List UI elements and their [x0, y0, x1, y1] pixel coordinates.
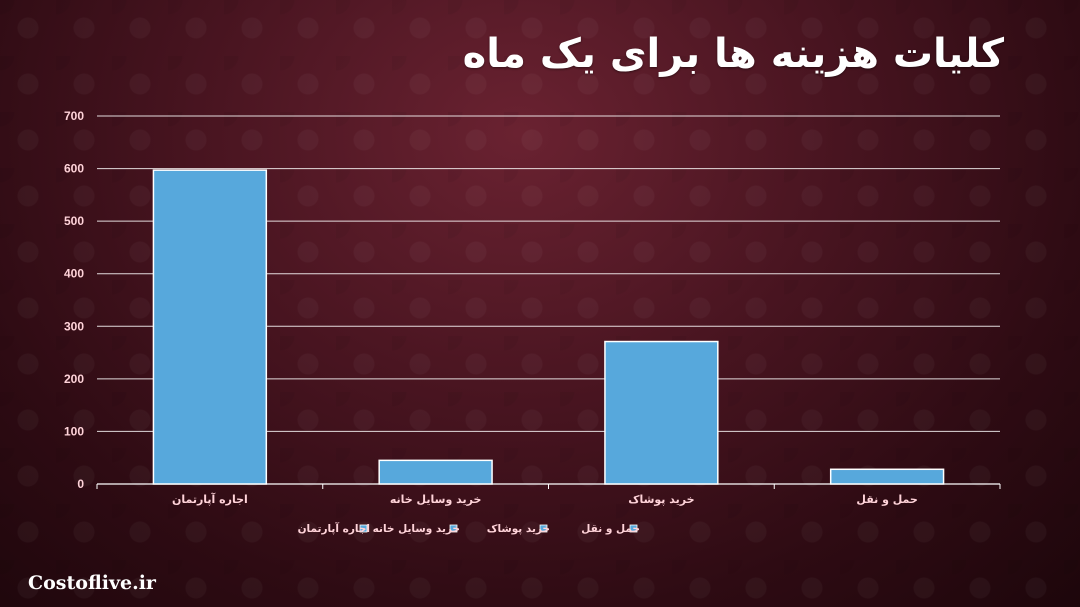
bar [378, 459, 493, 485]
y-tick-label: 100 [64, 424, 84, 438]
bar [829, 468, 945, 485]
y-tick-label: 500 [64, 214, 84, 228]
legend-label: حمل و نقل [581, 523, 640, 535]
x-tick-label: خرید وسایل خانه [390, 493, 482, 506]
y-tick-label: 300 [64, 319, 84, 333]
legend-label: خرید وسایل خانه [373, 523, 460, 535]
site-watermark: Costoflive.ir [28, 572, 156, 594]
chart-title: کلیات هزینه ها برای یک ماه [462, 31, 1004, 77]
bar [152, 169, 268, 485]
x-tick-label: خرید پوشاک [628, 493, 694, 506]
legend-swatch [359, 524, 368, 533]
legend-swatch [539, 524, 548, 533]
y-tick-label: 0 [77, 477, 84, 491]
y-tick-label: 600 [64, 162, 84, 176]
legend-label: خرید پوشاک [487, 523, 550, 535]
y-tick-label: 400 [64, 267, 84, 281]
x-tick-label: اجاره آپارتمان [172, 492, 248, 506]
legend-swatch [449, 524, 458, 533]
y-tick-label: 200 [64, 372, 84, 386]
x-tick-label: حمل و نقل [856, 493, 917, 506]
legend-swatch [629, 524, 638, 533]
legend-label: اجاره آپارتمان [298, 522, 370, 535]
bar [604, 340, 719, 485]
y-tick-label: 700 [64, 109, 84, 123]
